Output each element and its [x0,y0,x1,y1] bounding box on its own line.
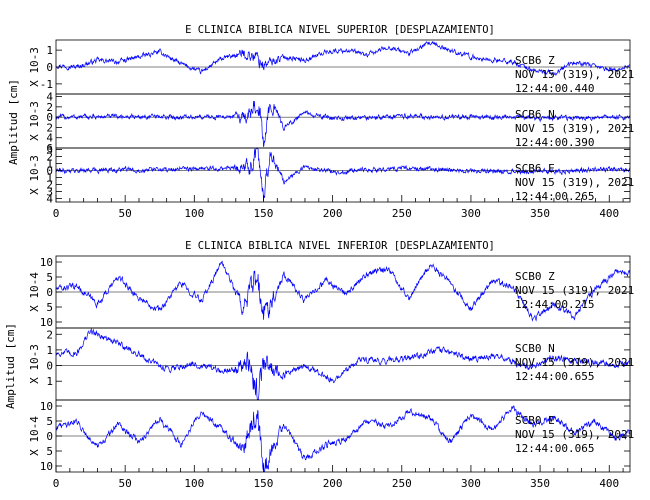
x-tick-label: 350 [530,477,550,490]
x-tick-label: 400 [599,477,619,490]
y-tick-label: 3 [46,143,53,156]
y-tick-label: 5 [46,301,53,314]
y-tick-label: 4 [46,132,53,145]
x-tick-label: 200 [323,477,343,490]
y-tick-label: 0 [46,61,53,74]
y-tick-label: 2 [46,178,53,191]
x-axis: 0 50 100 150 200 250 300 350 400 [53,465,624,490]
upper-y-axis-label: Amplitud [cm] [7,79,20,165]
time-annotation: 12:44:00.655 [515,370,594,383]
y-tick-label: 1 [46,44,53,57]
waveform-line [55,148,631,201]
time-annotation: 12:44:00.440 [515,82,594,95]
x-tick-label: 200 [323,207,343,220]
station-annotation: SCB0 Z [515,270,555,283]
y-tick-label: -1 [40,78,53,91]
y-tick-label: 1 [46,171,53,184]
scale-label: X 10-4 [28,416,41,456]
lower-chart-title: E CLINICA BIBLICA NIVEL INFERIOR [DESPLA… [185,240,495,252]
x-tick-label: 150 [254,477,274,490]
x-tick-label: 50 [119,207,132,220]
station-annotation: SCB0 N [515,342,555,355]
waveform-line [55,100,631,147]
waveform-line [55,405,631,472]
y-tick-label: 1 [46,375,53,388]
y-tick-label: 0 [46,360,53,373]
station-annotation: SCB6 Z [515,54,555,67]
y-tick-label: 2 [46,121,53,134]
y-tick-label: 10 [40,460,53,473]
x-tick-label: 400 [599,207,619,220]
y-tick-label: 1 [46,157,53,170]
waveform-line [55,260,631,322]
y-tick-label: 5 [46,271,53,284]
x-tick-label: 0 [53,477,60,490]
date-annotation: NOV 15 (319), 2021 [515,68,634,81]
y-tick-label: 1 [46,344,53,357]
y-tick-label: 0 [46,286,53,299]
scale-label: X 10-3 [28,344,41,384]
date-annotation: NOV 15 (319), 2021 [515,428,634,441]
y-tick-label: 10 [40,256,53,269]
y-tick-label: 5 [46,415,53,428]
y-tick-label: 6 [46,142,53,155]
x-tick-label: 0 [53,207,60,220]
x-axis: 0 50 100 150 200 250 300 350 400 [53,195,624,220]
station-annotation: SCB6 N [515,108,555,121]
waveform-line [55,40,631,76]
x-tick-label: 50 [119,477,132,490]
upper-chart-title: E CLINICA BIBLICA NIVEL SUPERIOR [DESPLA… [185,24,495,36]
scale-label: X 10-3 [28,155,41,195]
date-annotation: NOV 15 (319), 2021 [515,176,634,189]
scale-label: X 10-4 [28,272,41,312]
station-annotation: SCB6 E [515,162,555,175]
waveform-line [55,327,631,400]
time-annotation: 12:44:00.065 [515,442,594,455]
y-tick-label: 2 [46,150,53,163]
date-annotation: NOV 15 (319), 2021 [515,356,634,369]
x-tick-label: 350 [530,207,550,220]
x-tick-label: 100 [184,207,204,220]
time-annotation: 12:44:00.265 [515,190,594,203]
x-tick-label: 250 [392,477,412,490]
y-tick-label: 3 [46,185,53,198]
time-annotation: 12:44:00.215 [515,298,594,311]
lower-y-axis-label: Amplitud [cm] [4,323,17,409]
y-tick-label: 4 [46,91,53,104]
y-tick-label: 2 [46,328,53,341]
y-tick-label: 4 [46,192,53,205]
station-annotation: SCB0 E [515,414,555,427]
time-annotation: 12:44:00.390 [515,136,594,149]
date-annotation: NOV 15 (319), 2021 [515,122,634,135]
x-tick-label: 150 [254,207,274,220]
y-tick-label: 5 [46,445,53,458]
x-tick-label: 100 [184,477,204,490]
panel-frame [55,147,631,203]
x-tick-label: 250 [392,207,412,220]
x-tick-label: 300 [461,477,481,490]
y-tick-label: 0 [46,111,53,124]
y-tick-label: 0 [46,164,53,177]
y-tick-label: 10 [40,400,53,413]
scale-label: X 10-3 [28,47,41,87]
y-tick-label: 0 [46,430,53,443]
x-tick-label: 300 [461,207,481,220]
y-tick-label: 2 [46,101,53,114]
date-annotation: NOV 15 (319), 2021 [515,284,634,297]
y-tick-label: 10 [40,316,53,329]
scale-label: X 10-3 [28,101,41,141]
